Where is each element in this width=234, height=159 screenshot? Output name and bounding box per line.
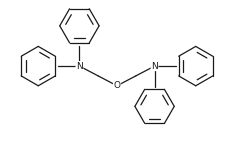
Text: O: O xyxy=(113,81,121,90)
Text: N: N xyxy=(76,62,83,71)
Text: N: N xyxy=(151,62,158,71)
